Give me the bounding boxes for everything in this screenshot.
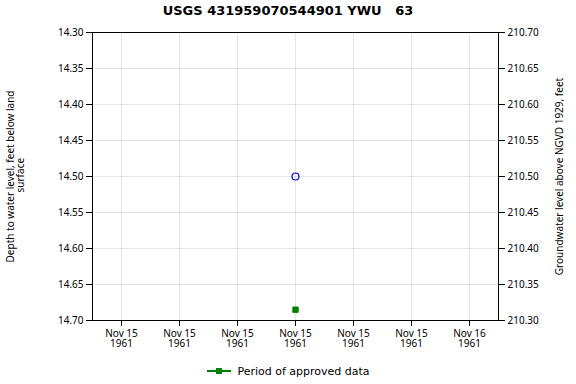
svg-text:Nov 151961: Nov 151961 bbox=[279, 326, 312, 350]
svg-text:14.30: 14.30 bbox=[58, 25, 84, 39]
svg-text:Depth to water level, feet bel: Depth to water level, feet below land su… bbox=[3, 91, 27, 263]
svg-text:210.45: 210.45 bbox=[508, 205, 540, 219]
svg-text:Groundwater level above NGVD 1: Groundwater level above NGVD 1929, feet bbox=[552, 77, 566, 275]
svg-text:210.55: 210.55 bbox=[508, 133, 540, 147]
svg-text:Nov 151961: Nov 151961 bbox=[105, 326, 138, 350]
html-text:Period of approved data: Period of approved data bbox=[237, 364, 370, 378]
svg-text:14.35: 14.35 bbox=[58, 61, 84, 75]
svg-text:14.65: 14.65 bbox=[58, 277, 84, 291]
svg-text:Nov 161961: Nov 161961 bbox=[453, 326, 486, 350]
svg-text:210.40: 210.40 bbox=[508, 241, 540, 255]
svg-text:14.70: 14.70 bbox=[58, 313, 84, 327]
svg-text:210.70: 210.70 bbox=[508, 25, 540, 39]
svg-text:210.60: 210.60 bbox=[508, 97, 540, 111]
svg-text:14.60: 14.60 bbox=[58, 241, 84, 255]
svg-text:14.55: 14.55 bbox=[58, 205, 84, 219]
html-text:USGS 431959070544901 YWU 63: USGS 431959070544901 YWU 63 bbox=[162, 3, 414, 18]
svg-text:Nov 151961: Nov 151961 bbox=[395, 326, 428, 350]
svg-text:210.30: 210.30 bbox=[508, 313, 540, 327]
svg-text:Nov 151961: Nov 151961 bbox=[221, 326, 254, 350]
svg-text:Nov 151961: Nov 151961 bbox=[163, 326, 196, 350]
svg-text:14.45: 14.45 bbox=[58, 133, 84, 147]
svg-text:210.35: 210.35 bbox=[508, 277, 540, 291]
svg-text:210.50: 210.50 bbox=[508, 169, 540, 183]
svg-text:14.50: 14.50 bbox=[58, 169, 84, 183]
svg-text:210.65: 210.65 bbox=[508, 61, 540, 75]
svg-text:Nov 151961: Nov 151961 bbox=[337, 326, 370, 350]
svg-text:14.40: 14.40 bbox=[58, 97, 84, 111]
